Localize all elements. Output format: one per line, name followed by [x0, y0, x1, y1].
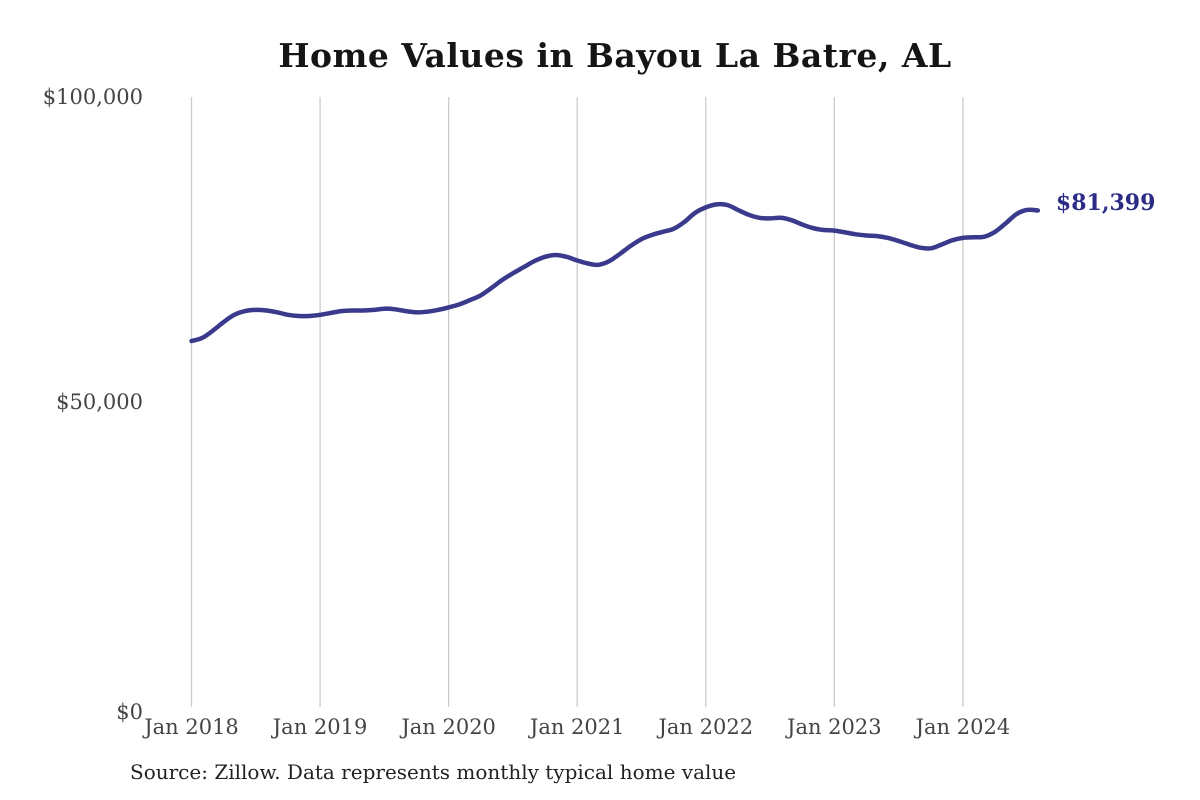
y-tick-100000: $100,000 [42, 85, 143, 109]
y-tick-0: $0 [116, 700, 143, 724]
x-tick-jan-2024: Jan 2024 [915, 715, 1011, 739]
x-tick-jan-2018: Jan 2018 [144, 715, 239, 739]
chart-title: Home Values in Bayou La Batre, AL [278, 36, 952, 75]
y-tick-50000: $50,000 [56, 390, 143, 414]
x-tick-jan-2019: Jan 2019 [272, 715, 368, 739]
home-value-line [189, 201, 1041, 344]
x-tick-jan-2023: Jan 2023 [787, 715, 882, 739]
x-tick-jan-2022: Jan 2022 [658, 715, 754, 739]
x-tick-jan-2021: Jan 2021 [529, 715, 625, 739]
x-tick-jan-2020: Jan 2020 [401, 715, 496, 739]
vertical-gridlines [190, 97, 964, 707]
latest-value-label: $81,399 [1055, 190, 1156, 217]
source-note: Source: Zillow. Data represents monthly … [130, 760, 737, 784]
